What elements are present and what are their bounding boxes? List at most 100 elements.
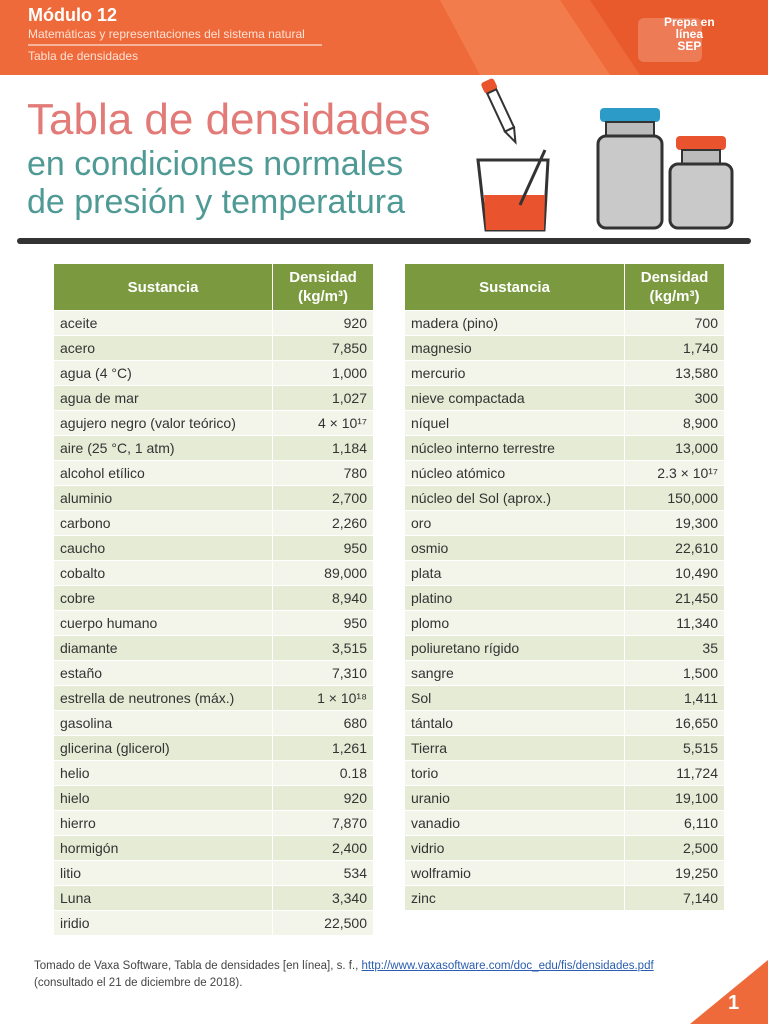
density: 3,340: [272, 885, 374, 911]
density: 6,110: [624, 810, 725, 836]
row: níquel 8,900: [404, 410, 725, 436]
density: 0.18: [272, 760, 374, 786]
density: 2.3 × 10¹⁷: [624, 460, 725, 486]
density: 13,000: [624, 435, 725, 461]
consulted: (consultado el 21 de diciembre de 2018).: [34, 977, 243, 989]
substance: caucho: [53, 535, 273, 561]
density: 4 × 10¹⁷: [272, 410, 374, 436]
substance: núcleo interno terrestre: [404, 435, 625, 461]
density-table: Sustancia Densidad (kg/m³) madera (pino) 700…: [404, 263, 725, 911]
density-table: Sustancia Densidad (kg/m³) aceite 920 acero 7,…: [53, 263, 374, 936]
source: Tomado de Vaxa Software, Tabla de densid…: [34, 960, 362, 972]
substance: Luna: [53, 885, 273, 911]
density: 89,000: [272, 560, 374, 586]
substance: agua de mar: [53, 385, 273, 411]
density: 680: [272, 710, 374, 736]
row: litio 534: [53, 860, 374, 886]
density: 11,340: [624, 610, 725, 636]
substance: glicerina (glicerol): [53, 735, 273, 761]
row: núcleo del Sol (aprox.) 150,000: [404, 485, 725, 511]
density: 300: [624, 385, 725, 411]
logo: Prepa en línea SEP: [664, 16, 715, 52]
header-art: [0, 0, 768, 244]
density: 780: [272, 460, 374, 486]
row: Luna 3,340: [53, 885, 374, 911]
row: torio 11,724: [404, 760, 725, 786]
row: agua (4 °C) 1,000: [53, 360, 374, 386]
density: 2,260: [272, 510, 374, 536]
row: hormigón 2,400: [53, 835, 374, 861]
header-text: Densidad: [640, 269, 709, 286]
header-text: (kg/m³): [298, 288, 348, 305]
substance: tántalo: [404, 710, 625, 736]
header-text: Densidad: [289, 269, 357, 286]
density: 2,500: [624, 835, 725, 861]
density: 8,940: [272, 585, 374, 611]
substance: oro: [404, 510, 625, 536]
density: 7,870: [272, 810, 374, 836]
substance: agua (4 °C): [53, 360, 273, 386]
logo-text: línea: [675, 27, 704, 41]
row: aire (25 °C, 1 atm) 1,184: [53, 435, 374, 461]
row: helio 0.18: [53, 760, 374, 786]
substance: cobre: [53, 585, 273, 611]
density: 3,515: [272, 635, 374, 661]
substance: mercurio: [404, 360, 625, 386]
row: hielo 920: [53, 785, 374, 811]
substance: Sol: [404, 685, 625, 711]
source-link[interactable]: http://www.vaxasoftware.com/doc_edu/fis/…: [361, 960, 654, 972]
substance: sangre: [404, 660, 625, 686]
substance: vanadio: [404, 810, 625, 836]
substance: litio: [53, 860, 273, 886]
subtitle-line: en condiciones normales: [27, 145, 404, 183]
page-corner: [690, 960, 768, 1024]
substance: cuerpo humano: [53, 610, 273, 636]
row: gasolina 680: [53, 710, 374, 736]
substance: iridio: [53, 910, 273, 936]
row: estrella de neutrones (máx.) 1 × 10¹⁸: [53, 685, 374, 711]
substance: carbono: [53, 510, 273, 536]
substance: diamante: [53, 635, 273, 661]
row: carbono 2,260: [53, 510, 374, 536]
substance: helio: [53, 760, 273, 786]
title: Tabla de densidades: [27, 95, 431, 144]
substance: hielo: [53, 785, 273, 811]
footer: Tomado de Vaxa Software, Tabla de densid…: [34, 958, 654, 992]
row: mercurio 13,580: [404, 360, 725, 386]
substance: uranio: [404, 785, 625, 811]
row: poliuretano rígido 35: [404, 635, 725, 661]
row: cuerpo humano 950: [53, 610, 374, 636]
density: 22,500: [272, 910, 374, 936]
density: 7,310: [272, 660, 374, 686]
density: 2,400: [272, 835, 374, 861]
row: vidrio 2,500: [404, 835, 725, 861]
density: 950: [272, 610, 374, 636]
substance: nieve compactada: [404, 385, 625, 411]
row: agujero negro (valor teórico) 4 × 10¹⁷: [53, 410, 374, 436]
row: vanadio 6,110: [404, 810, 725, 836]
density: 950: [272, 535, 374, 561]
density: 534: [272, 860, 374, 886]
substance: aluminio: [53, 485, 273, 511]
density: 19,300: [624, 510, 725, 536]
substance: níquel: [404, 410, 625, 436]
substance: aceite: [53, 310, 273, 336]
substance: madera (pino): [404, 310, 625, 336]
density: 5,515: [624, 735, 725, 761]
header-cell: Sustancia: [53, 263, 273, 311]
row: Sol 1,411: [404, 685, 725, 711]
substance: plomo: [404, 610, 625, 636]
row: uranio 19,100: [404, 785, 725, 811]
density: 920: [272, 785, 374, 811]
header-cell: Sustancia: [404, 263, 625, 311]
row: núcleo atómico 2.3 × 10¹⁷: [404, 460, 725, 486]
substance: vidrio: [404, 835, 625, 861]
density: 22,610: [624, 535, 725, 561]
substance: zinc: [404, 885, 625, 911]
module: Módulo 12: [28, 5, 117, 25]
substance: estaño: [53, 660, 273, 686]
row: zinc 7,140: [404, 885, 725, 911]
row: osmio 22,610: [404, 535, 725, 561]
substance: estrella de neutrones (máx.): [53, 685, 273, 711]
substance: cobalto: [53, 560, 273, 586]
